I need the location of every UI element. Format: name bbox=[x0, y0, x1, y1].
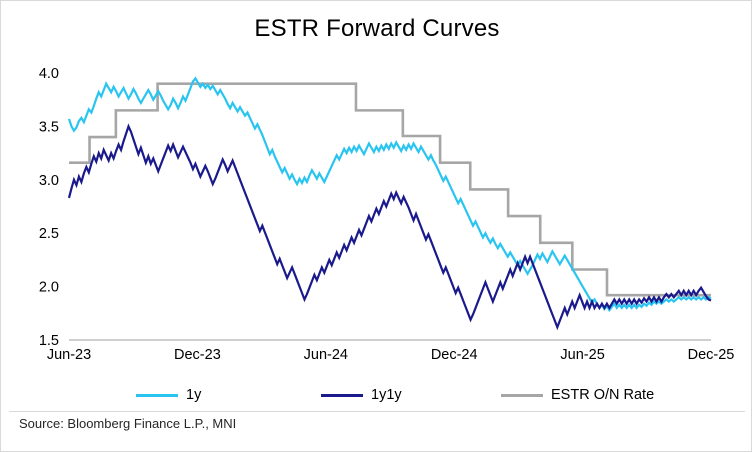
x-tick-label: Dec-25 bbox=[688, 347, 735, 363]
x-axis-tick-labels: Jun-23 Dec-23 Jun-24 Dec-24 Jun-25 Dec-25 bbox=[47, 347, 735, 363]
page-title: ESTR Forward Curves bbox=[254, 15, 500, 42]
x-tick-label: Jun-24 bbox=[304, 347, 348, 363]
legend-item-1y1y[interactable]: 1y1y bbox=[321, 381, 402, 409]
series-line-estr-o-n-rate bbox=[69, 82, 711, 297]
y-tick-label: 3.5 bbox=[39, 119, 59, 135]
legend-swatch-1y bbox=[136, 393, 178, 397]
y-tick-label: 1.5 bbox=[39, 333, 59, 349]
y-tick-label: 4.0 bbox=[39, 66, 59, 82]
legend-swatch-1y1y bbox=[321, 393, 363, 397]
x-tick-label: Jun-23 bbox=[47, 347, 91, 363]
y-axis-tick-labels: 1.5 2.0 2.5 3.0 3.5 4.0 bbox=[39, 66, 59, 349]
legend-label-1y: 1y bbox=[186, 387, 202, 403]
chart-legend: 1y 1y1y ESTR O/N Rate bbox=[1, 381, 751, 409]
x-tick-label: Dec-24 bbox=[431, 347, 478, 363]
legend-label-estr-on-rate: ESTR O/N Rate bbox=[551, 387, 655, 403]
x-tick-label: Jun-25 bbox=[560, 347, 604, 363]
chart-plot-area: 1.5 2.0 2.5 3.0 3.5 4.0 Jun-23 Dec-23 Jun-24 Dec… bbox=[39, 66, 735, 363]
legend-item-estr-on-rate[interactable]: ESTR O/N Rate bbox=[501, 381, 654, 409]
legend-swatch-estr-on-rate bbox=[501, 393, 543, 397]
source-note: Source: Bloomberg Finance L.P., MNI bbox=[19, 416, 237, 431]
chart-series-group bbox=[67, 76, 712, 331]
series-line-1y1y bbox=[67, 123, 712, 331]
legend-item-1y[interactable]: 1y bbox=[136, 381, 201, 409]
footer-divider bbox=[9, 411, 745, 412]
y-tick-label: 2.5 bbox=[39, 226, 59, 242]
y-tick-label: 3.0 bbox=[39, 173, 59, 189]
y-tick-label: 2.0 bbox=[39, 280, 59, 296]
x-tick-label: Dec-23 bbox=[174, 347, 221, 363]
legend-label-1y1y: 1y1y bbox=[371, 387, 402, 403]
